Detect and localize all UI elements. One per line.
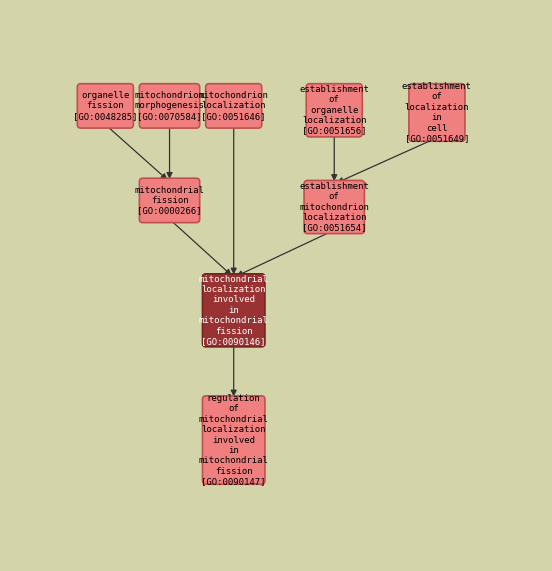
Text: organelle
fission
[GO:0048285]: organelle fission [GO:0048285] [73,91,137,121]
Text: mitochondrion
morphogenesis
[GO:0070584]: mitochondrion morphogenesis [GO:0070584] [135,91,204,121]
Text: establishment
of
localization
in
cell
[GO:0051649]: establishment of localization in cell [G… [402,82,472,143]
Text: establishment
of
organelle
localization
[GO:0051656]: establishment of organelle localization … [299,85,369,135]
FancyBboxPatch shape [206,84,262,128]
Text: mitochondrial
localization
involved
in
mitochondrial
fission
[GO:0090146]: mitochondrial localization involved in m… [199,275,269,346]
FancyBboxPatch shape [203,274,265,347]
FancyBboxPatch shape [139,84,200,128]
Text: mitochondrion
localization
[GO:0051646]: mitochondrion localization [GO:0051646] [199,91,269,121]
Text: regulation
of
mitochondrial
localization
involved
in
mitochondrial
fission
[GO:0: regulation of mitochondrial localization… [199,394,269,486]
FancyBboxPatch shape [306,84,362,137]
FancyBboxPatch shape [203,396,265,484]
FancyBboxPatch shape [304,180,364,234]
Text: establishment
of
mitochondrion
localization
[GO:0051654]: establishment of mitochondrion localizat… [299,182,369,232]
FancyBboxPatch shape [139,178,200,223]
FancyBboxPatch shape [77,84,134,128]
Text: mitochondrial
fission
[GO:0000266]: mitochondrial fission [GO:0000266] [135,186,204,215]
FancyBboxPatch shape [409,84,465,141]
